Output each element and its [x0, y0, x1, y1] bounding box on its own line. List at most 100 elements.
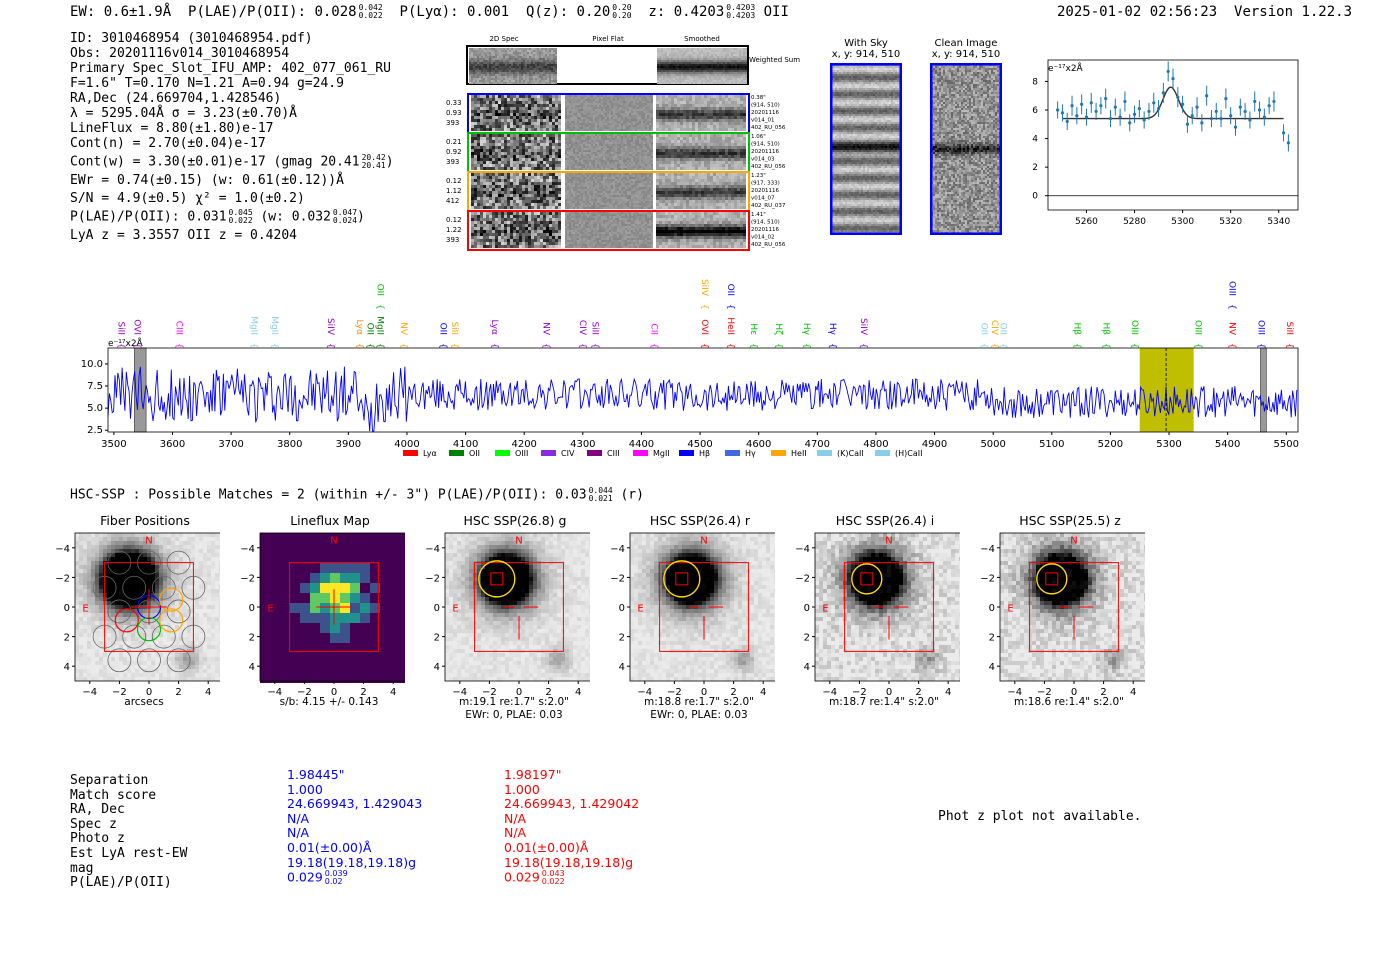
- header-z: z: 0.4203: [648, 4, 724, 20]
- legend-label: Lyα: [423, 449, 437, 458]
- match-value-text: 0.029: [287, 870, 323, 885]
- match-plae-hi: 0.043: [542, 870, 565, 878]
- zoom-data-point: [1181, 102, 1185, 106]
- panel-y-tick-label: 2: [804, 633, 810, 644]
- match-value: N/A: [287, 811, 422, 827]
- info-plae-hi: 0.045: [229, 209, 253, 217]
- cutout-left-label: 0.93: [446, 109, 462, 117]
- legend-label: OIII: [515, 449, 528, 458]
- panel-x-tick-label: −4: [1007, 687, 1022, 698]
- emission-line-bracket: {: [1100, 343, 1110, 349]
- cutout-right-label: 402_RU_037: [751, 203, 786, 209]
- clean-title: Clean Image: [930, 38, 1002, 49]
- hsc-panel-caption-2: EWr: 0, PLAE: 0.03: [430, 709, 598, 721]
- zoom-data-point: [1166, 69, 1170, 74]
- emission-line-bracket: {: [699, 343, 709, 349]
- emission-line-label: Hγ: [827, 323, 837, 336]
- center-marker: [860, 572, 874, 586]
- match-value: N/A: [287, 826, 422, 841]
- north-label: N: [330, 535, 337, 546]
- emission-line-label: SiII: [115, 321, 125, 335]
- emission-line-bracket: {: [398, 343, 408, 349]
- north-label: N: [885, 535, 892, 546]
- spectrum-trace: [107, 366, 1298, 432]
- emission-line-label: SiIV: [699, 279, 709, 297]
- emission-line-bracket: {: [801, 343, 811, 349]
- legend-swatch: [495, 450, 510, 456]
- hsc-panel-image: N E −4 4 −2 2 0 0 2 −2 4 −4: [610, 532, 775, 698]
- hsc-headline-lo: 0.021: [589, 495, 613, 503]
- match-value: 24.669943, 1.429043: [287, 796, 422, 812]
- spec-x-tick-label: 4300: [570, 439, 595, 450]
- panel-x-tick-label: 4: [760, 687, 766, 698]
- panel-x-tick-label: −2: [112, 687, 127, 698]
- panel-x-tick-label: 2: [915, 687, 921, 698]
- info-lambda: λ = 5295.04Å σ = 3.23(±0.70)Å: [70, 106, 394, 121]
- cutout-right-label: 0.38": [751, 95, 766, 101]
- legend-entry: HeII: [771, 449, 807, 458]
- fiber-circle: [107, 599, 132, 624]
- legend-entry: CIV: [541, 449, 575, 458]
- emission-line-label: Hγ: [801, 323, 811, 336]
- legend-label: Hβ: [699, 449, 710, 458]
- emission-line-label: NV: [398, 322, 408, 336]
- panel-x-tick-label: −2: [297, 687, 312, 698]
- emission-line-label: OII: [725, 284, 735, 296]
- legend-swatch: [679, 450, 694, 456]
- match-value-text: 0.01(±0.00)Å: [287, 840, 371, 855]
- legend-entry: Hγ: [725, 449, 756, 458]
- legend-entry: CIII: [587, 449, 620, 458]
- cutout-right-label: (917, 333): [751, 181, 780, 187]
- info-radec: RA,Dec (24.669704,1.428546): [70, 91, 394, 106]
- info-contw-end: ): [386, 155, 394, 170]
- cutout-right-label: 1.06": [751, 134, 766, 140]
- emission-line-bracket: {: [437, 343, 447, 349]
- cutout-right-label: 402_RU_056: [751, 164, 786, 170]
- match-value: 0.01(±0.00)Å: [504, 840, 639, 856]
- match-label: Est LyA rest-EW: [70, 846, 187, 862]
- aperture-box: [289, 562, 379, 652]
- info-contw-lo: 20.41: [362, 162, 386, 170]
- cutout-right-label: (914, 510): [751, 103, 780, 109]
- panel-x-tick-label: 4: [575, 687, 581, 698]
- emission-line-label: CIV: [989, 320, 999, 336]
- emission-line-bracket: {: [174, 343, 184, 349]
- match-value: 24.669943, 1.429042: [504, 796, 639, 812]
- panel-y-tick-label: −4: [795, 544, 810, 555]
- zoom-data-point: [1113, 105, 1117, 109]
- info-primary: Primary Spec_Slot_IFU_AMP: 402_077_061_R…: [70, 61, 394, 76]
- panel-y-tick-label: 4: [249, 662, 255, 673]
- header-qz-hi: 0.20: [612, 4, 631, 12]
- east-label: E: [637, 603, 643, 614]
- aperture-box: [474, 562, 564, 652]
- panel-y-tick-label: −2: [55, 573, 70, 584]
- hsc-panel-caption: m:18.6 re:1.4" s:2.0": [985, 696, 1153, 708]
- zoom-data-point: [1257, 108, 1262, 112]
- cutout-left-label: 1.12: [446, 187, 462, 195]
- header-plae-hi: 0.042: [359, 4, 383, 12]
- cutout-left-label: 412: [446, 197, 459, 205]
- hsc-panel-caption: s/b: 4.15 +/- 0.143: [245, 696, 413, 708]
- emission-line-label: NV: [540, 322, 550, 336]
- emission-line-bracket: {: [978, 343, 988, 349]
- clean-title-block: Clean Image x, y: 914, 510: [930, 38, 1002, 60]
- col-header-flat: Pixel Flat: [592, 35, 624, 43]
- panel-y-tick-label: −2: [240, 573, 255, 584]
- spec-x-tick-label: 5000: [980, 439, 1005, 450]
- emission-line-label: OIII: [1226, 281, 1236, 296]
- phot-z-note: Phot z plot not available.: [938, 809, 1142, 824]
- zoom-data-point: [1128, 121, 1132, 125]
- spec-x-tick-label: 4400: [629, 439, 654, 450]
- panel-y-tick-label: −4: [240, 544, 255, 555]
- match-value-text: 0.01(±0.00)Å: [504, 840, 588, 855]
- north-label: N: [145, 535, 152, 546]
- emission-line-bracket: {: [1072, 343, 1082, 349]
- cutout-right-label: 20201116: [751, 110, 779, 116]
- legend-entry: Hβ: [679, 449, 710, 458]
- emission-line-bracket: {: [249, 343, 259, 349]
- panel-y-tick-label: 2: [434, 633, 440, 644]
- fiber-circle: [107, 648, 132, 673]
- emission-line-bracket: {: [648, 343, 658, 349]
- with-sky-image: [830, 63, 902, 235]
- north-label: N: [700, 535, 707, 546]
